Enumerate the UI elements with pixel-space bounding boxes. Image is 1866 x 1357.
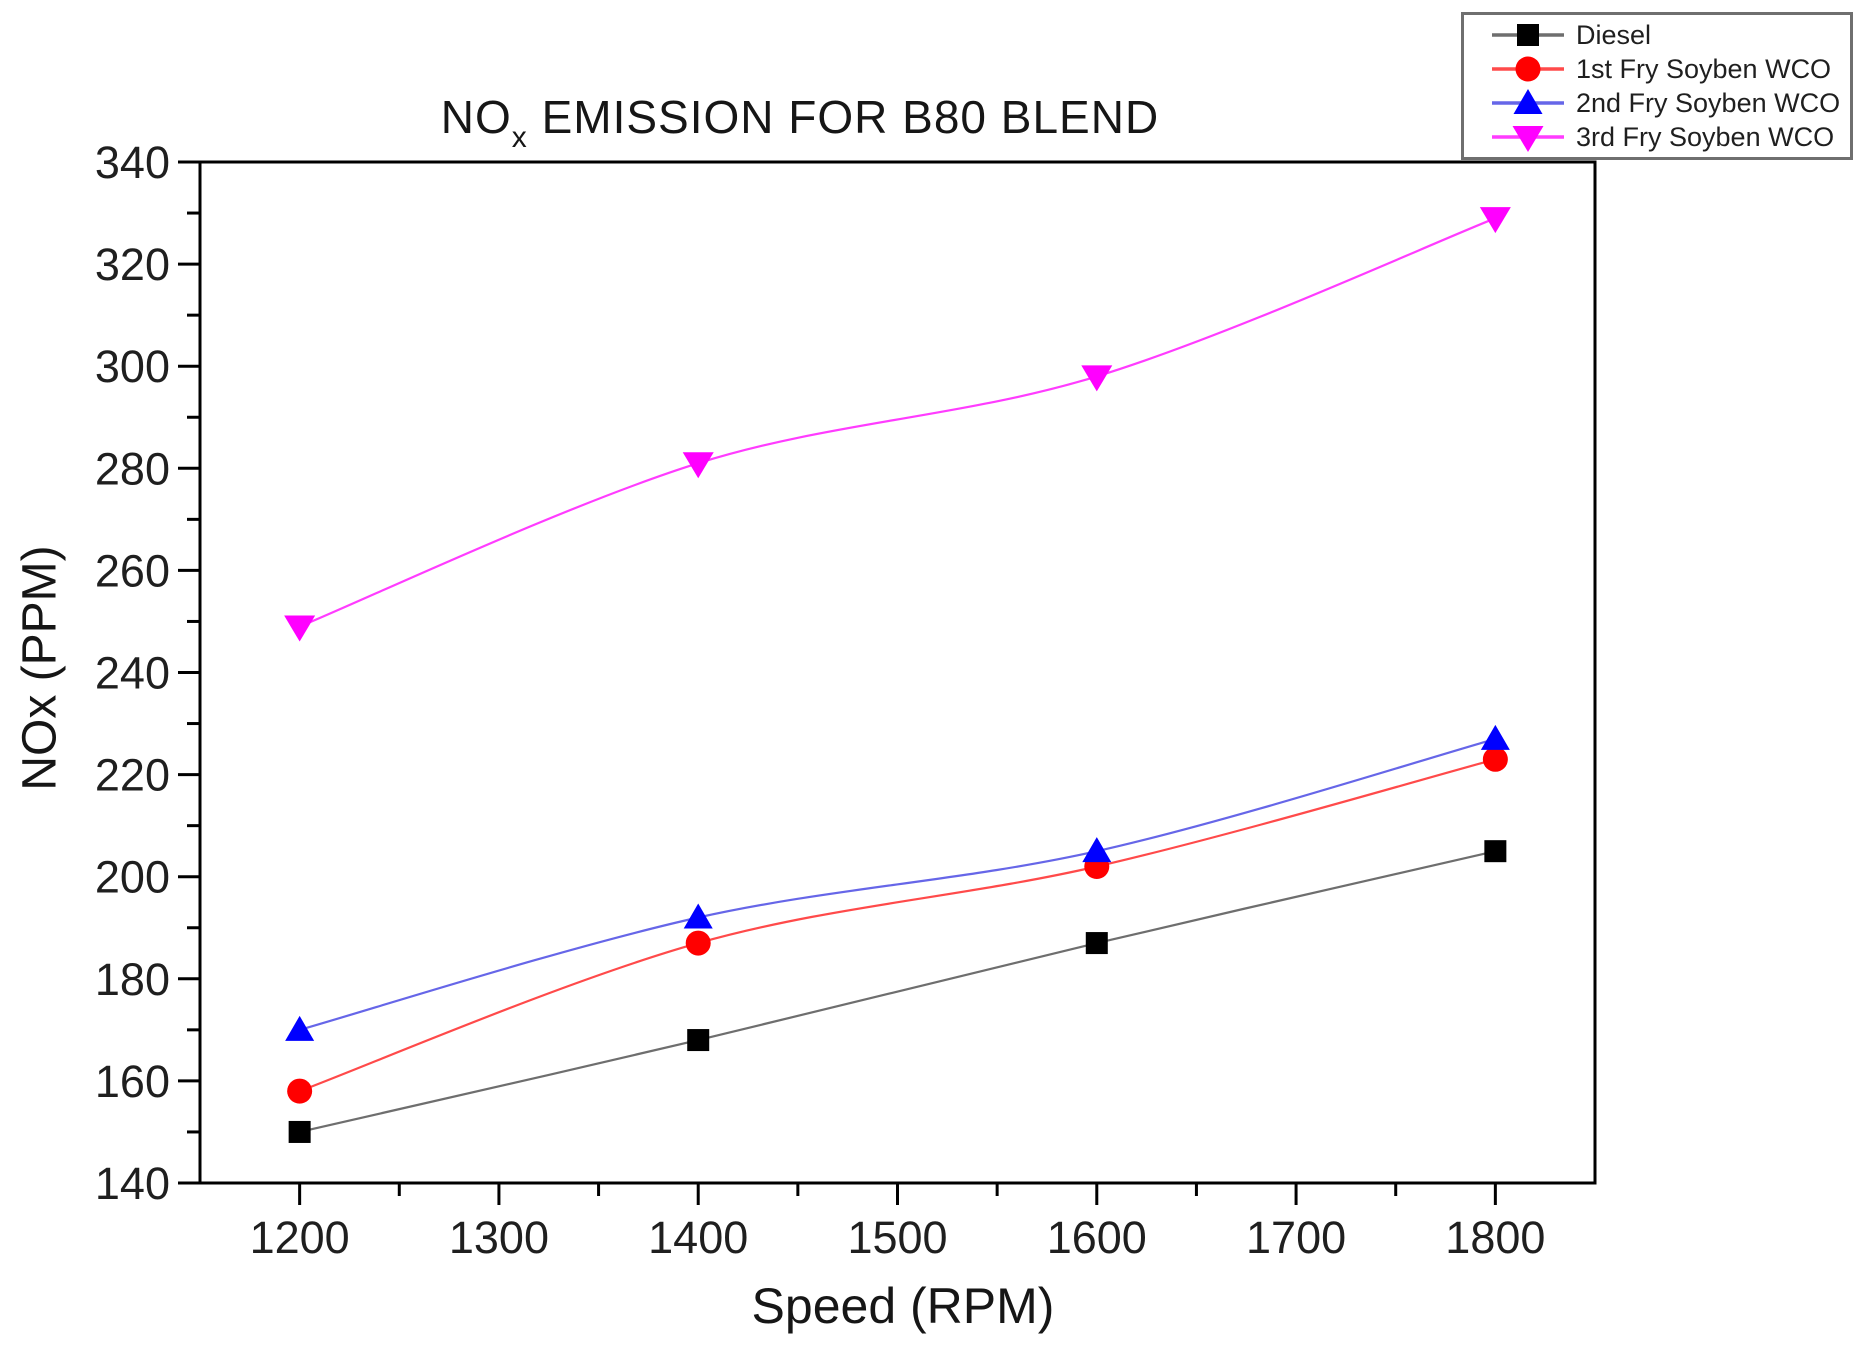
- y-tick-label: 180: [95, 954, 170, 1005]
- legend-item-label: 1st Fry Soyben WCO: [1576, 53, 1832, 84]
- y-tick-label: 260: [95, 545, 170, 596]
- plot-border: [198, 160, 1597, 1185]
- chart-title-prefix: NO: [440, 91, 512, 143]
- chart-title: NOx EMISSION FOR B80 BLEND: [440, 90, 1160, 154]
- y-tick-label: 140: [95, 1158, 170, 1209]
- y-tick-label: 220: [95, 750, 170, 801]
- legend-item-3rd-fry-soyben-wco: 3rd Fry Soyben WCO: [1490, 120, 1850, 154]
- y-tick-label: 280: [95, 443, 170, 494]
- y-axis-tick-labels: 140 160 180 200 220 240 260 280 300 320 340: [95, 137, 170, 1209]
- series-marker-circle-icon: [685, 930, 711, 956]
- series-marker-triangle-down-icon: [682, 452, 714, 479]
- x-tick-label: 1500: [847, 1212, 947, 1263]
- series-marker-triangle-up-icon: [1082, 837, 1112, 863]
- series-group: [284, 207, 1511, 1143]
- chart-title-subscript: x: [511, 121, 528, 154]
- series-2nd-fry-soyben-wco: [285, 724, 1510, 1041]
- legend-item-diesel: Diesel: [1490, 18, 1850, 52]
- x-tick-label: 1700: [1246, 1212, 1346, 1263]
- series-marker-triangle-down-icon: [1081, 365, 1113, 392]
- legend-marker-square-icon: [1492, 24, 1564, 46]
- series-marker-circle-icon: [1482, 746, 1508, 772]
- legend-marker-circle-icon: [1515, 56, 1541, 82]
- y-tick-label: 320: [95, 239, 170, 290]
- series-marker-triangle-up-icon: [1480, 724, 1510, 750]
- y-tick-label: 160: [95, 1056, 170, 1107]
- series-1st-fry-soyben-wco: [287, 746, 1508, 1104]
- legend-item-label: 3rd Fry Soyben WCO: [1576, 121, 1835, 152]
- legend-marker-circle-icon: [1492, 56, 1564, 82]
- series-line-diesel: [299, 850, 1496, 1134]
- y-tick-label: 340: [95, 137, 170, 188]
- series-diesel: [288, 840, 1507, 1143]
- series-marker-triangle-up-icon: [683, 903, 713, 929]
- x-axis-title: Speed (RPM): [751, 1278, 1055, 1334]
- legend-item-label: 2nd Fry Soyben WCO: [1576, 87, 1841, 118]
- series-line-2nd-fry-soyben-wco: [299, 737, 1496, 1031]
- x-tick-label: 1800: [1445, 1212, 1545, 1263]
- y-axis-title: NOx (PPM): [13, 545, 67, 791]
- x-tick-label: 1200: [250, 1212, 350, 1263]
- legend-item-1st-fry-soyben-wco: 1st Fry Soyben WCO: [1490, 52, 1850, 86]
- series-marker-triangle-down-icon: [284, 615, 316, 642]
- legend-box: Diesel 1st Fry Soyben WCO 2nd Fry Soyben W…: [1461, 12, 1853, 160]
- x-axis-ticks: [298, 1183, 1497, 1205]
- series-line-3rd-fry-soyben-wco: [299, 217, 1496, 628]
- y-axis-ticks: [178, 160, 200, 1185]
- series-marker-circle-icon: [287, 1078, 313, 1104]
- series-line-1st-fry-soyben-wco: [299, 758, 1496, 1093]
- series-marker-square-icon: [687, 1029, 710, 1052]
- y-tick-label: 240: [95, 648, 170, 699]
- legend-marker-square-icon: [1517, 24, 1539, 46]
- legend-marker-triangle-down-icon: [1492, 126, 1564, 152]
- series-marker-triangle-down-icon: [1479, 207, 1511, 234]
- x-tick-label: 1600: [1047, 1212, 1147, 1263]
- legend-marker-triangle-down-icon: [1512, 126, 1544, 152]
- legend-marker-triangle-up-icon: [1513, 89, 1543, 114]
- legend-marker-triangle-up-icon: [1492, 89, 1564, 114]
- legend-item-label: Diesel: [1576, 19, 1652, 50]
- series-marker-square-icon: [288, 1120, 311, 1143]
- series-3rd-fry-soyben-wco: [284, 207, 1511, 642]
- x-tick-label: 1400: [648, 1212, 748, 1263]
- plot-area: 1200 1300 1400 1500 1600 1700 1800 140 160 180 20…: [95, 137, 1597, 1263]
- series-marker-triangle-up-icon: [285, 1015, 315, 1041]
- series-marker-square-icon: [1484, 840, 1507, 863]
- y-tick-label: 200: [95, 852, 170, 903]
- legend-item-2nd-fry-soyben-wco: 2nd Fry Soyben WCO: [1490, 86, 1850, 120]
- y-tick-label: 300: [95, 341, 170, 392]
- x-tick-label: 1300: [449, 1212, 549, 1263]
- series-marker-square-icon: [1085, 932, 1108, 955]
- x-axis-tick-labels: 1200 1300 1400 1500 1600 1700 1800: [250, 1212, 1546, 1263]
- chart-title-suffix: EMISSION FOR B80 BLEND: [527, 91, 1160, 143]
